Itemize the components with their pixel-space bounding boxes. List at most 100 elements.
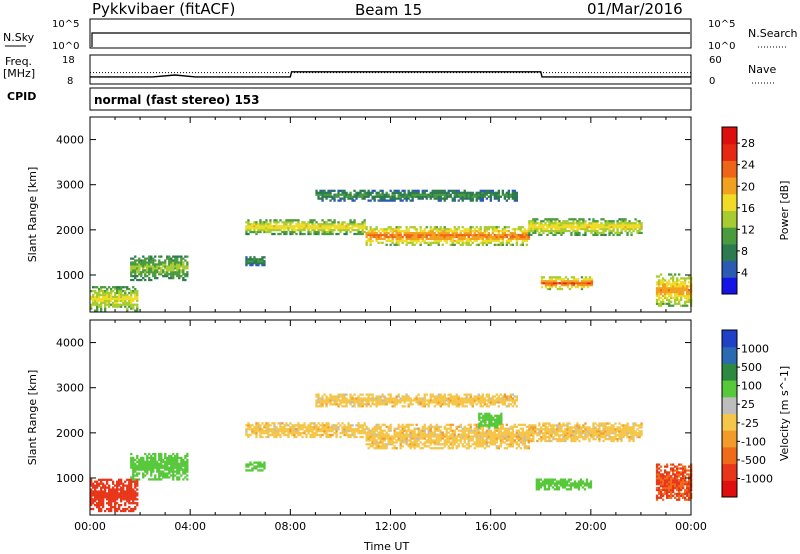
data-cell (178, 261, 181, 264)
data-cell (291, 221, 294, 224)
data-cell (449, 423, 452, 426)
data-cell (429, 197, 432, 200)
data-cell (182, 263, 185, 266)
data-cell (453, 441, 456, 444)
data-cell (552, 436, 555, 439)
data-cell (499, 243, 502, 246)
data-cell (359, 426, 362, 429)
data-cell (622, 424, 625, 427)
data-cell (666, 292, 669, 296)
data-cell (401, 239, 404, 243)
data-cell (511, 427, 514, 430)
data-cell (564, 284, 568, 287)
data-cell (186, 478, 189, 481)
data-cell (604, 428, 607, 431)
data-cell (146, 454, 149, 458)
data-cell (578, 424, 581, 427)
data-cell (570, 434, 573, 437)
data-cell (94, 492, 97, 495)
data-cell (511, 193, 514, 196)
data-cell (357, 428, 360, 431)
data-cell (321, 430, 324, 433)
data-cell (515, 241, 518, 244)
data-cell (550, 286, 554, 289)
data-cell (130, 303, 133, 306)
data-cell (511, 235, 514, 239)
data-cell (96, 486, 99, 489)
data-cell (385, 235, 388, 239)
data-cell (477, 233, 480, 237)
data-cell (186, 261, 189, 264)
data-cell (255, 223, 258, 226)
data-cell (349, 399, 352, 402)
data-cell (373, 230, 376, 233)
data-cell (313, 433, 316, 437)
data-cell (148, 277, 151, 280)
data-cell (385, 431, 388, 434)
data-cell (102, 498, 105, 501)
data-cell (437, 239, 440, 243)
data-cell (469, 233, 472, 237)
data-cell (389, 239, 392, 243)
data-cell (249, 230, 252, 234)
data-cell (134, 295, 137, 299)
data-cell (273, 219, 276, 222)
data-cell (475, 441, 478, 444)
data-cell (164, 263, 167, 266)
data-cell (383, 195, 386, 198)
data-cell (584, 280, 588, 283)
data-cell (108, 299, 111, 302)
data-cell (594, 426, 597, 429)
data-cell (110, 500, 113, 503)
data-cell (158, 462, 161, 465)
data-cell (507, 433, 510, 436)
data-cell (373, 437, 376, 440)
data-cell (387, 427, 390, 430)
data-cell (138, 460, 141, 463)
data-cell (359, 191, 362, 194)
data-cell (259, 223, 262, 226)
nave-label: Nave (748, 63, 776, 76)
data-cell (542, 227, 545, 231)
data-cell (503, 232, 506, 235)
data-cell (172, 456, 175, 460)
data-cell (309, 424, 312, 427)
data-cell (102, 297, 105, 301)
data-cell (530, 430, 533, 433)
data-cell (259, 432, 262, 435)
data-cell (126, 500, 129, 503)
data-cell (413, 232, 416, 235)
data-cell (493, 239, 496, 243)
data-cell (136, 259, 139, 262)
data-cell (325, 191, 328, 194)
data-cell (285, 230, 288, 234)
data-cell (319, 223, 322, 226)
data-cell (596, 424, 599, 427)
data-cell (100, 305, 103, 308)
data-cell (162, 265, 165, 268)
data-cell (594, 226, 597, 229)
data-cell (379, 237, 382, 241)
data-cell (102, 504, 105, 507)
data-cell (668, 273, 671, 276)
data-cell (556, 226, 559, 229)
data-cell (355, 430, 358, 433)
data-cell (106, 293, 109, 297)
data-cell (259, 433, 262, 437)
data-cell (395, 439, 398, 442)
data-cell (467, 445, 470, 448)
data-cell (453, 235, 456, 239)
data-cell (182, 472, 185, 475)
data-cell (126, 288, 129, 291)
data-cell (329, 219, 332, 222)
site-title: Pykkvibaer (fitACF) (92, 0, 235, 18)
data-cell (301, 435, 304, 439)
data-cell (451, 233, 454, 237)
data-cell (150, 478, 153, 481)
data-cell (251, 230, 254, 234)
data-cell (148, 466, 151, 469)
data-cell (586, 284, 590, 287)
data-cell (287, 430, 290, 433)
data-cell (521, 439, 524, 442)
data-cell (130, 494, 133, 497)
